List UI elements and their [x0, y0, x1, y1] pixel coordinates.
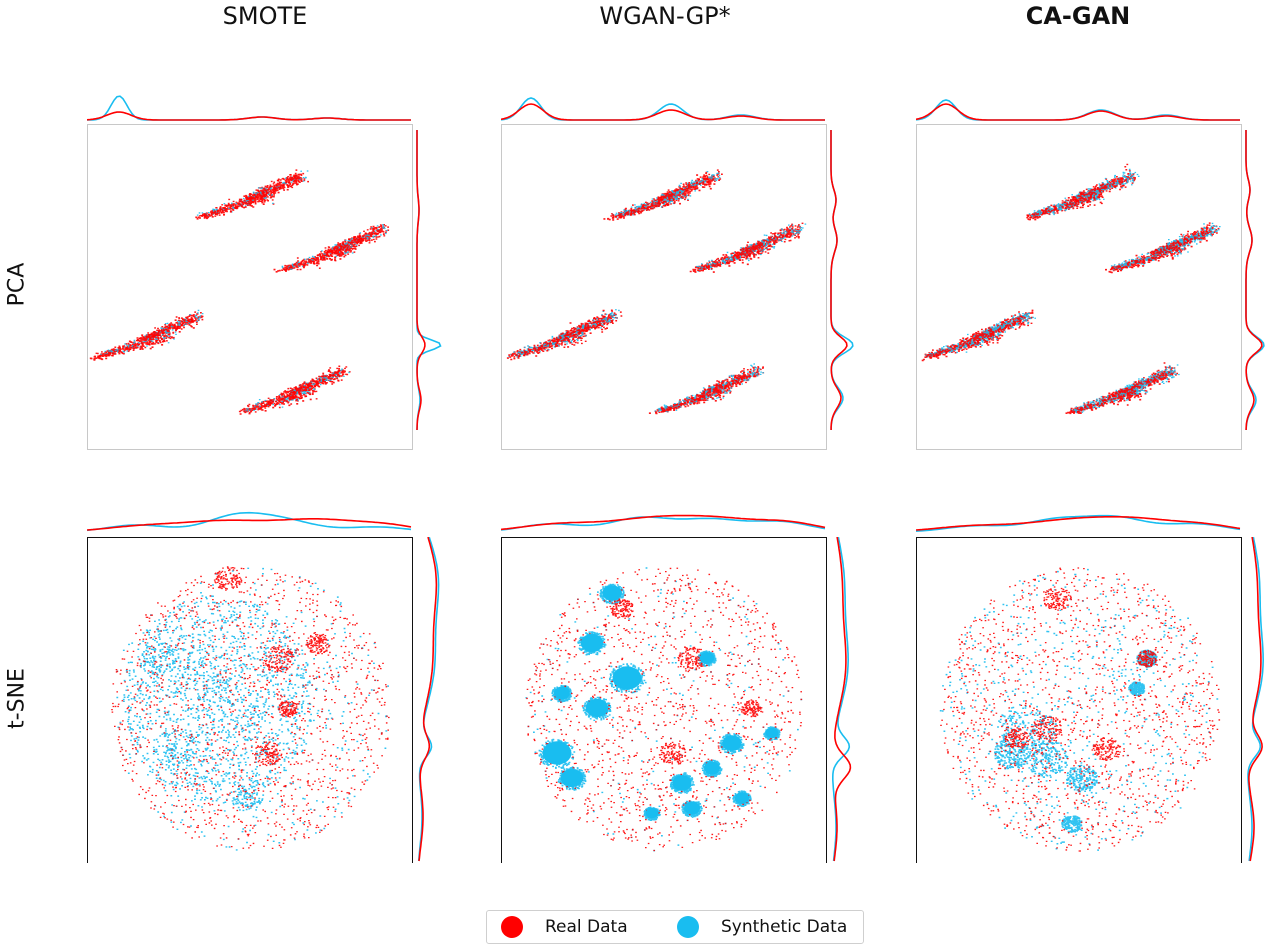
- synthetic-cluster-7: [672, 775, 692, 791]
- synthetic-cluster-11: [734, 792, 750, 804]
- marginal-right-smote-tsne: [415, 536, 443, 863]
- synthetic-cluster-12: [765, 727, 779, 739]
- row-label-tsne: t-SNE: [4, 668, 30, 729]
- scatter-panel-cagan-pca: [916, 124, 1242, 450]
- scatter-panel-smote-pca: [87, 124, 413, 450]
- scatter-plot-1: [506, 169, 807, 415]
- marginal-kde-right: [416, 130, 442, 431]
- synthetic-cluster-6: [560, 768, 584, 788]
- real-data-points: [526, 567, 803, 852]
- scatter-plot-4: [525, 567, 803, 852]
- kde-real: [418, 536, 438, 862]
- synthetic-cluster-3: [554, 686, 570, 700]
- synthetic-cluster-13: [645, 807, 659, 819]
- marginal-right-wgan-tsne: [829, 536, 857, 863]
- marginal-top-cagan-pca: [915, 84, 1242, 122]
- marginal-kde-top: [500, 514, 826, 531]
- marginal-kde-top: [915, 514, 1241, 532]
- kde-synthetic: [417, 536, 440, 862]
- kde-synthetic: [1247, 536, 1265, 862]
- real-data-points: [940, 567, 1221, 852]
- real-data-points-dense: [921, 177, 1209, 415]
- column-title-wgan-gp: WGAN-GP*: [599, 2, 731, 30]
- marginal-kde-top: [86, 511, 412, 532]
- kde-synthetic: [500, 97, 825, 121]
- kde-real: [915, 515, 1241, 531]
- synthetic-cluster-1: [580, 633, 604, 653]
- real-data-points: [111, 566, 390, 849]
- marginal-top-wgan-tsne: [500, 496, 827, 534]
- kde-real: [86, 518, 412, 531]
- synthetic-cluster-9: [704, 761, 720, 775]
- kde-real: [1248, 536, 1263, 862]
- synthetic-cluster-14: [699, 652, 715, 664]
- kde-real: [830, 130, 848, 430]
- kde-real: [500, 103, 825, 121]
- synthetic-cluster-4: [585, 698, 609, 718]
- scatter-panel-cagan-tsne: [916, 537, 1242, 863]
- marginal-right-smote-pca: [415, 130, 443, 456]
- kde-real: [1245, 130, 1263, 431]
- kde-synthetic: [832, 536, 851, 862]
- marginal-kde-top: [915, 99, 1240, 121]
- marginal-kde-top: [500, 97, 825, 121]
- row-label-pca: PCA: [4, 262, 30, 307]
- marginal-right-cagan-tsne: [1244, 536, 1272, 863]
- synthetic-cluster-8: [684, 801, 700, 815]
- synthetic-cluster-2: [612, 666, 642, 690]
- legend: Real Data Synthetic Data: [486, 910, 864, 944]
- real-data-points-dense: [89, 174, 381, 415]
- scatter-plot-0: [89, 169, 390, 415]
- synthetic-cluster-5: [542, 741, 572, 765]
- synthetic-data-points: [116, 567, 390, 851]
- marginal-kde-right: [1247, 536, 1265, 862]
- marginal-top-smote-pca: [86, 84, 413, 122]
- synthetic-data-points: [925, 168, 1221, 414]
- marginal-top-cagan-tsne: [915, 496, 1242, 534]
- marginal-top-wgan-pca: [500, 84, 827, 122]
- marginal-right-wgan-pca: [829, 130, 857, 456]
- legend-real-label: Real Data: [545, 917, 628, 937]
- column-title-ca-gan: CA-GAN: [1025, 2, 1131, 30]
- marginal-right-cagan-pca: [1244, 130, 1272, 456]
- synthetic-cluster-0: [602, 585, 622, 601]
- kde-real: [416, 130, 426, 431]
- synthetic-data-points: [939, 568, 1219, 851]
- marginal-kde-right: [1245, 130, 1265, 431]
- kde-real: [86, 111, 411, 121]
- marginal-kde-right: [417, 536, 440, 862]
- scatter-panel-wgan-pca: [501, 124, 827, 450]
- legend-real-marker: [501, 916, 523, 938]
- marginal-kde-right: [832, 536, 852, 862]
- scatter-plot-2: [921, 163, 1221, 415]
- scatter-panel-wgan-tsne: [501, 537, 827, 863]
- scatter-plot-5: [939, 567, 1221, 852]
- kde-synthetic: [416, 130, 442, 431]
- marginal-kde-right: [830, 130, 854, 431]
- marginal-top-smote-tsne: [86, 496, 413, 534]
- legend-synthetic-marker: [677, 916, 699, 938]
- kde-real: [915, 103, 1240, 121]
- column-title-smote: SMOTE: [222, 2, 308, 30]
- synthetic-data-points: [100, 170, 388, 412]
- synthetic-cluster-10: [722, 735, 742, 751]
- kde-real: [833, 536, 852, 862]
- kde-synthetic: [830, 130, 854, 431]
- scatter-panel-smote-tsne: [87, 537, 413, 863]
- marginal-kde-top: [86, 95, 411, 121]
- kde-real: [500, 514, 826, 531]
- scatter-plot-3: [111, 566, 390, 851]
- legend-synthetic-label: Synthetic Data: [721, 917, 848, 937]
